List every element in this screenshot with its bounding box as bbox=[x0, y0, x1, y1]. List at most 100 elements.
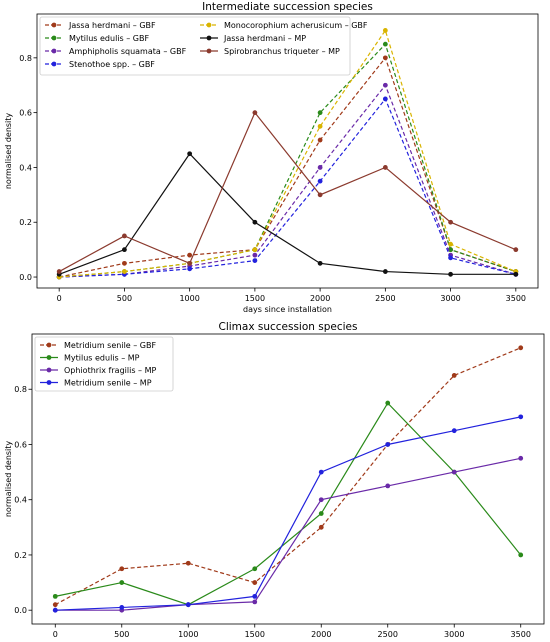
plot-frame bbox=[31, 333, 545, 625]
x-tick-label: 500 bbox=[117, 294, 132, 303]
data-point bbox=[448, 271, 453, 277]
data-point bbox=[318, 511, 324, 516]
chart-title: Climax succession species bbox=[218, 321, 357, 333]
data-point bbox=[382, 82, 388, 88]
data-point bbox=[252, 247, 258, 253]
data-point bbox=[187, 266, 193, 272]
legend-marker bbox=[51, 35, 57, 41]
plot-frame bbox=[36, 13, 539, 289]
legend-marker bbox=[51, 61, 57, 67]
data-point bbox=[317, 178, 323, 184]
chart-climax-succession: Climax succession species 0 500 1000 1500 200… bbox=[4, 321, 545, 642]
legend-label: Jassa herdmani – MP bbox=[223, 34, 306, 43]
legend-entry: Stenothoe spp. – GBF bbox=[45, 60, 155, 69]
data-point bbox=[119, 605, 125, 610]
series-line bbox=[55, 416, 521, 611]
data-point bbox=[318, 497, 324, 503]
legend-label: Metridium senile – MP bbox=[64, 379, 152, 388]
data-point bbox=[448, 219, 453, 225]
x-tick-label: 1000 bbox=[178, 630, 198, 638]
x-tick-label: 1500 bbox=[245, 294, 265, 303]
data-point bbox=[185, 602, 191, 608]
series-3 bbox=[52, 414, 524, 613]
y-tick-label: 0.0 bbox=[19, 273, 32, 282]
legend-label: Mytilus edulis – GBF bbox=[69, 34, 149, 43]
y-tick-label: 0.4 bbox=[14, 496, 27, 505]
data-point bbox=[317, 137, 323, 143]
y-tick-label: 0.2 bbox=[19, 218, 32, 227]
chart-title: Intermediate succession species bbox=[202, 1, 373, 13]
legend-entry: Metridium senile – MP bbox=[40, 379, 152, 388]
data-point bbox=[119, 580, 125, 585]
y-tick-label: 0.6 bbox=[19, 109, 32, 118]
legend-marker bbox=[51, 22, 57, 28]
series-line bbox=[55, 402, 522, 606]
data-point bbox=[451, 469, 457, 475]
y-tick-label: 0.8 bbox=[14, 385, 27, 394]
x-tick-label: 3000 bbox=[444, 630, 464, 638]
y-tick-label: 0.0 bbox=[14, 606, 27, 615]
legend-entry: Amphipholis squamata – GBF bbox=[45, 47, 187, 56]
data-point bbox=[518, 414, 524, 420]
x-tick-label: 0 bbox=[53, 630, 58, 638]
data-point bbox=[382, 269, 388, 274]
data-point bbox=[187, 252, 193, 258]
data-point bbox=[122, 233, 127, 239]
data-point bbox=[518, 455, 524, 461]
series-line bbox=[59, 97, 516, 278]
data-point bbox=[122, 247, 127, 253]
series-line bbox=[54, 347, 521, 606]
data-point bbox=[448, 241, 453, 247]
data-point bbox=[382, 28, 388, 33]
y-axis-label: normalised density bbox=[4, 441, 13, 518]
data-point bbox=[317, 123, 323, 129]
y-axis-label: normalised density bbox=[4, 113, 13, 190]
x-tick-label: 3000 bbox=[440, 294, 460, 303]
x-tick-label: 2500 bbox=[375, 294, 395, 303]
data-point bbox=[252, 258, 258, 263]
data-point bbox=[317, 192, 323, 198]
data-point bbox=[518, 345, 524, 351]
legend: Jassa herdmani – GBF Mytilus edulis – GBF… bbox=[39, 16, 368, 76]
data-point bbox=[317, 165, 323, 170]
series-line bbox=[58, 111, 517, 273]
data-point bbox=[187, 260, 193, 266]
data-point bbox=[52, 602, 58, 608]
y-tick-label: 0.8 bbox=[19, 54, 32, 63]
data-point bbox=[518, 552, 524, 558]
data-point bbox=[252, 593, 258, 599]
data-point bbox=[317, 110, 323, 116]
series-6 bbox=[56, 110, 519, 274]
y-tick-label: 0.4 bbox=[19, 163, 32, 172]
legend-label: Stenothoe spp. – GBF bbox=[69, 60, 155, 69]
legend-entry: Jassa herdmani – GBF bbox=[45, 21, 156, 30]
series-4 bbox=[56, 28, 519, 280]
x-tick-label: 2500 bbox=[378, 630, 398, 638]
legend-entry: Jassa herdmani – MP bbox=[200, 34, 306, 43]
data-point bbox=[382, 55, 388, 61]
y-tick-label: 0.6 bbox=[14, 440, 27, 449]
data-point bbox=[52, 607, 58, 613]
data-point bbox=[385, 483, 391, 489]
data-point bbox=[56, 269, 62, 274]
legend-entry: Spirobranchus triqueter – MP bbox=[200, 47, 340, 56]
data-point bbox=[185, 560, 191, 566]
legend-box bbox=[39, 16, 351, 76]
data-point bbox=[448, 255, 453, 261]
data-point bbox=[252, 580, 258, 585]
data-point bbox=[318, 524, 324, 530]
series-line bbox=[59, 29, 517, 278]
legend-label: Amphipholis squamata – GBF bbox=[69, 47, 187, 56]
legend-entry: Metridium senile – GBF bbox=[40, 341, 156, 350]
data-point bbox=[187, 151, 193, 157]
x-axis-label: days since installation bbox=[243, 305, 332, 314]
series-line bbox=[55, 457, 521, 611]
legend-marker bbox=[46, 367, 52, 373]
legend-label: Mytilus edulis – MP bbox=[64, 354, 140, 363]
data-point bbox=[119, 566, 125, 572]
legend-entry: Mytilus edulis – MP bbox=[40, 354, 140, 363]
data-point bbox=[252, 599, 258, 605]
data-point bbox=[385, 442, 391, 447]
data-point bbox=[382, 96, 388, 102]
